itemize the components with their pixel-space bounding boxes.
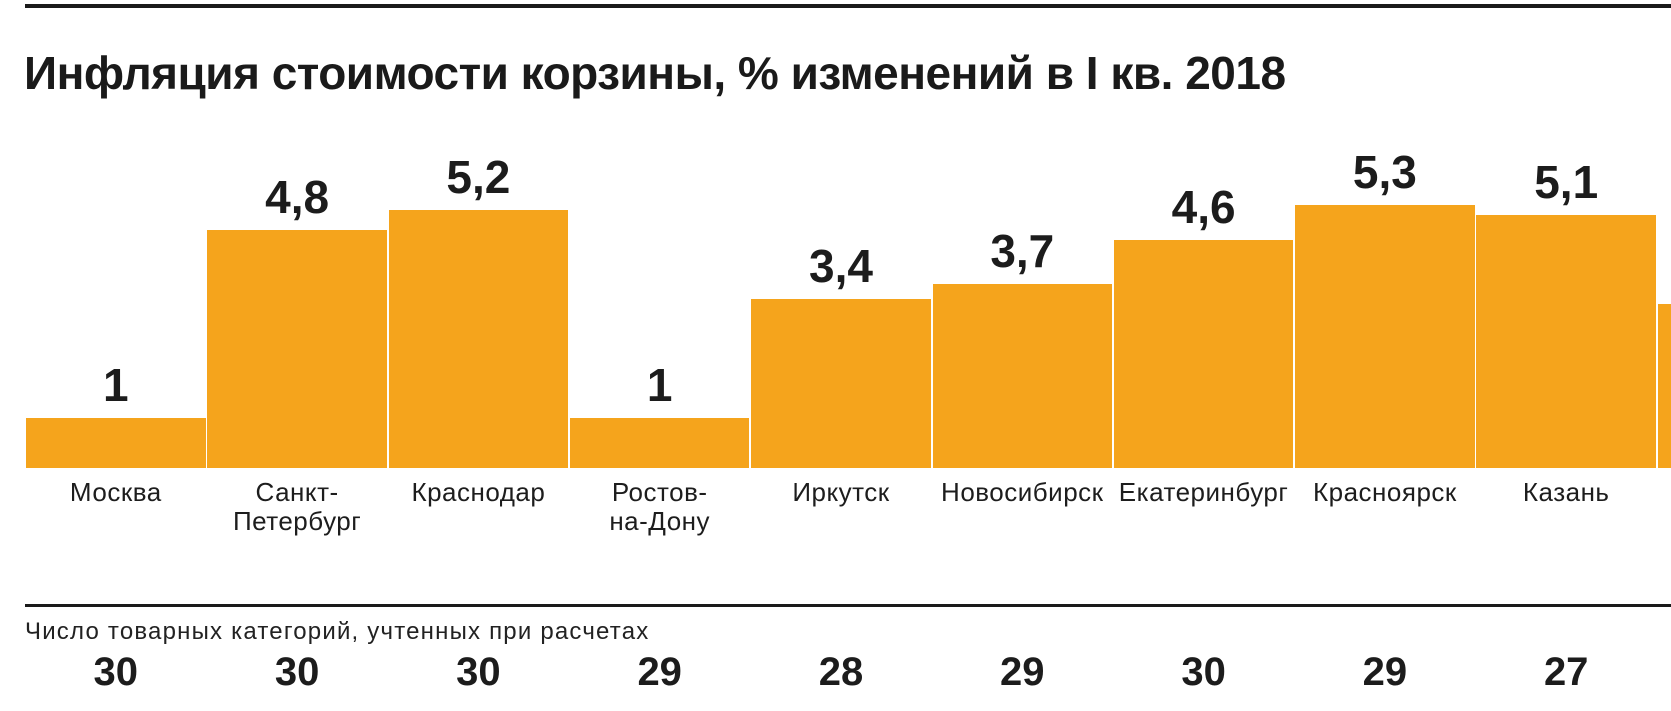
- category-label: Новосибирск: [941, 477, 1104, 507]
- bar: [569, 418, 750, 468]
- counts-caption: Число товарных категорий, учтенных при р…: [25, 618, 650, 645]
- category-label: Иркутск: [792, 477, 890, 507]
- category-count: 28: [818, 650, 864, 694]
- bar-value-label: 4,8: [265, 170, 330, 223]
- bar-value-label: 1: [103, 359, 129, 412]
- top-rule: [25, 4, 1671, 8]
- category-label: Краснодар: [411, 477, 546, 507]
- bar-value-label: 4,6: [1171, 180, 1236, 233]
- category-count: 30: [1181, 650, 1226, 694]
- bar: [207, 229, 387, 468]
- category-label: Ростов- на-Дону: [609, 477, 711, 536]
- category-count: 29: [1000, 650, 1045, 694]
- category-count: 29: [637, 650, 682, 694]
- category-count: 30: [274, 650, 320, 694]
- partial-bar: [1657, 304, 1671, 468]
- bar-value-label: 5,2: [446, 151, 511, 204]
- bar: [932, 284, 1113, 468]
- chart-title: Инфляция стоимости корзины, % изменений …: [24, 47, 1286, 99]
- bar: [1295, 205, 1475, 468]
- bar: [388, 210, 569, 468]
- category-label: Красноярск: [1312, 477, 1457, 507]
- divider-rule: [25, 604, 1671, 607]
- category-count: 30: [93, 650, 139, 694]
- category-count: 29: [1362, 650, 1408, 694]
- bar: [1476, 215, 1656, 468]
- category-label: Екатеринбург: [1118, 477, 1289, 507]
- bar: [1113, 239, 1294, 468]
- bar-value-label: 3,7: [990, 225, 1055, 278]
- bar-value-label: 1: [646, 359, 673, 412]
- bar-value-label: 5,3: [1352, 146, 1417, 199]
- category-count: 27: [1543, 650, 1589, 694]
- bar: [26, 418, 206, 468]
- category-count: 30: [456, 650, 501, 694]
- category-label: Казань: [1522, 477, 1610, 507]
- bar-value-label: 3,4: [809, 240, 873, 293]
- bar: [751, 299, 931, 468]
- bar-value-label: 5,1: [1534, 156, 1599, 209]
- category-label: Санкт- Петербург: [232, 477, 362, 536]
- category-label: Москва: [69, 477, 162, 507]
